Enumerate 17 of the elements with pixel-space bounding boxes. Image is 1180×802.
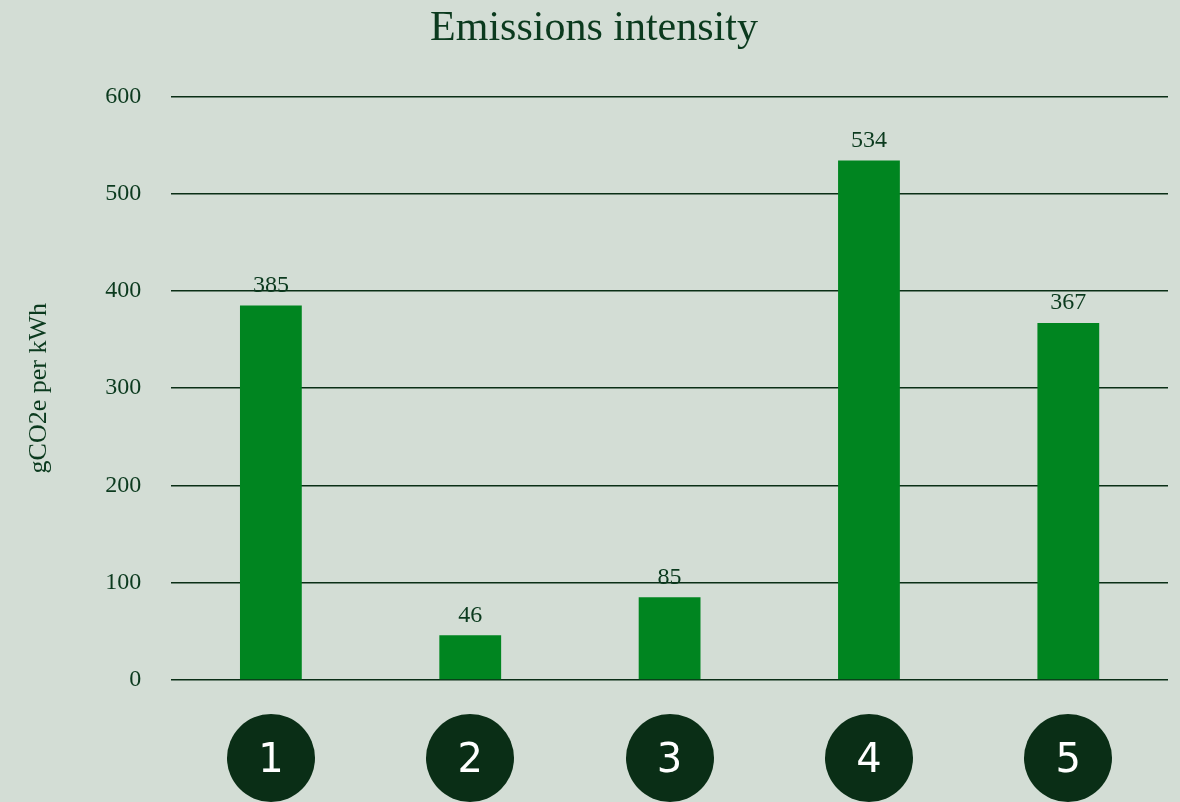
data-label: 534 — [850, 125, 887, 152]
bar — [638, 597, 701, 680]
bar — [838, 160, 900, 680]
y-axis-title: gCO2e per kWh — [23, 303, 53, 474]
y-tick-label: 500 — [105, 178, 142, 205]
y-tick-label: 100 — [105, 568, 142, 595]
y-tick-label: 600 — [105, 81, 142, 108]
bar — [239, 305, 302, 680]
bar — [1037, 323, 1100, 680]
y-tick-label: 300 — [105, 373, 142, 400]
data-label: 46 — [458, 600, 483, 627]
chart-title: Emissions intensity — [430, 3, 758, 50]
y-tick-label: 0 — [129, 665, 142, 692]
bar — [439, 635, 502, 680]
y-tick-label: 200 — [105, 470, 142, 497]
data-label: 367 — [1050, 288, 1087, 315]
y-tick-label: 400 — [105, 276, 142, 303]
